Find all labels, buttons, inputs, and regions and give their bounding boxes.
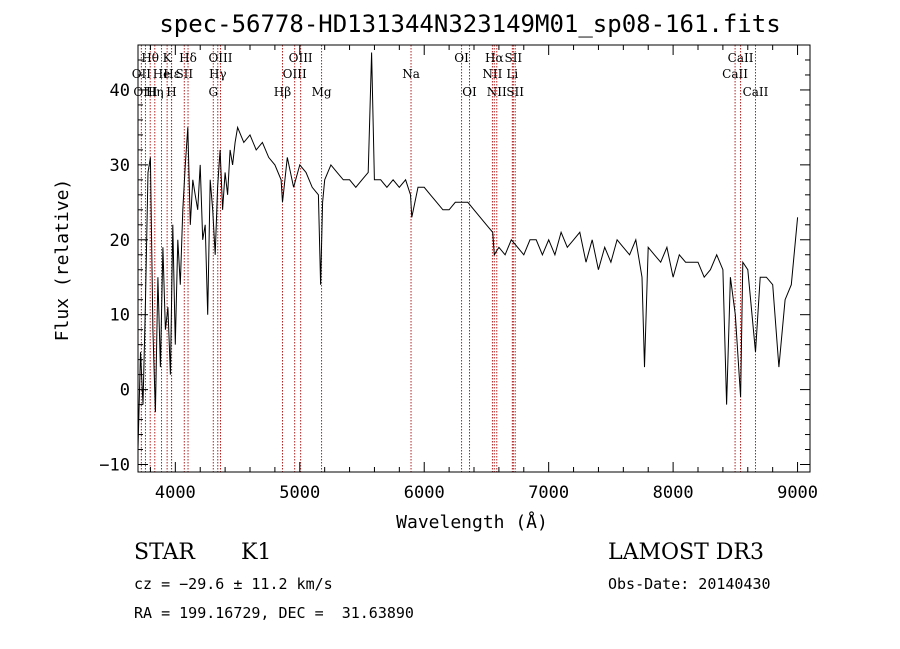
line-label-20: Hα — [485, 51, 504, 65]
line-label-6: He — [153, 67, 171, 81]
y-tick-label-4: 30 — [110, 156, 130, 176]
redshift-text: cz = −29.6 ± 11.2 km/s — [134, 575, 333, 593]
line-label-21: NII — [482, 67, 502, 81]
obs-date-text: Obs-Date: 20140430 — [608, 575, 771, 593]
line-label-14: OIII — [289, 51, 313, 65]
x-tick-label-3: 7000 — [528, 483, 569, 503]
line-label-2: OIII — [133, 85, 157, 99]
flux-series-line — [137, 52, 799, 450]
line-label-5: Hη — [146, 85, 164, 99]
line-label-7: H — [166, 85, 176, 99]
x-axis-label: Wavelength (Å) — [396, 511, 548, 533]
line-label-26: CaII — [728, 51, 754, 65]
line-label-28: CaII — [743, 85, 769, 99]
line-label-23: SII — [504, 51, 522, 65]
line-label-22: NII — [487, 85, 507, 99]
y-tick-label-2: 10 — [110, 306, 130, 326]
survey-label: LAMOST DR3 — [608, 540, 764, 565]
line-label-10: OIII — [208, 51, 232, 65]
line-label-4: Hε — [163, 67, 180, 81]
line-label-8: SII — [175, 67, 193, 81]
line-label-0: Hθ — [141, 51, 159, 65]
x-tick-label-5: 9000 — [777, 483, 818, 503]
y-axis-ticks: −10 0 10 20 30 40 — [99, 59, 810, 476]
line-label-18: OI — [454, 51, 469, 65]
line-label-15: OIII — [283, 67, 307, 81]
y-axis-label: Flux (relative) — [52, 179, 73, 342]
y-tick-label-0: −10 — [99, 456, 130, 476]
class-label: STAR — [134, 540, 195, 565]
y-tick-label-3: 20 — [110, 231, 130, 251]
x-tick-label-0: 4000 — [155, 483, 196, 503]
line-label-11: Hγ — [209, 67, 227, 81]
line-label-25: SII — [506, 85, 524, 99]
chart-title: spec-56778-HD131344N323149M01_sp08-161.f… — [159, 10, 780, 38]
emission-line-markers — [140, 45, 756, 472]
line-labels: Hθ OII OIII K Hε Hη He H SII Hδ OIII Hγ G Hβ OIII OIII M… — [132, 51, 769, 99]
y-tick-label-5: 40 — [110, 81, 130, 101]
plot-frame — [137, 44, 811, 473]
line-label-19: OI — [462, 85, 477, 99]
radec-text: RA = 199.16729, DEC = 31.63890 — [134, 604, 414, 622]
line-label-12: G — [208, 85, 218, 99]
x-tick-label-2: 6000 — [404, 483, 445, 503]
line-label-24: Li — [506, 67, 518, 81]
subclass-label: K1 — [241, 540, 272, 565]
line-label-3: K — [163, 51, 173, 65]
x-axis-ticks: 4000 5000 6000 7000 8000 9000 — [149, 45, 818, 503]
line-label-9: Hδ — [179, 51, 197, 65]
line-label-1: OII — [132, 67, 152, 81]
line-label-13: Hβ — [274, 85, 291, 99]
x-tick-label-4: 8000 — [653, 483, 694, 503]
x-tick-label-1: 5000 — [279, 483, 320, 503]
line-label-17: Na — [402, 67, 420, 81]
y-tick-label-1: 0 — [120, 381, 130, 401]
line-label-16: Mg — [312, 85, 332, 99]
line-label-27: CaII — [722, 67, 748, 81]
